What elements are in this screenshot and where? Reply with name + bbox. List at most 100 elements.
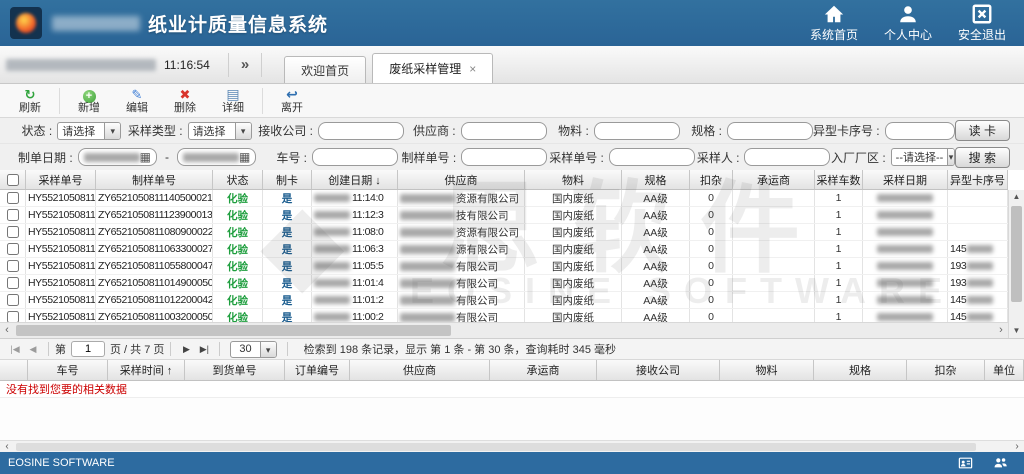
table-row[interactable]: HY552105081100 ZY65210508110032000500 化验… (0, 309, 1008, 322)
col-material2[interactable]: 物料 (720, 360, 814, 380)
scroll-up-icon[interactable]: ▲ (1012, 192, 1021, 201)
table-row[interactable]: HY552105081108 ZY65210508110809000221 化验… (0, 224, 1008, 241)
status-select[interactable]: 请选择 ▾ (57, 121, 122, 140)
material-input[interactable] (593, 121, 680, 140)
delete-button[interactable]: ✖ 删除 (161, 87, 209, 114)
scroll-left-icon[interactable]: ‹ (5, 441, 9, 452)
col-spec2[interactable]: 规格 (814, 360, 907, 380)
prep-no-input[interactable] (461, 148, 548, 166)
order-date-from-input[interactable]: ▦ (77, 148, 158, 166)
search-button[interactable]: 搜 索 (954, 146, 1010, 168)
calendar-icon[interactable]: ▦ (139, 150, 152, 164)
id-card-icon[interactable] (958, 456, 973, 470)
scrollbar-thumb[interactable] (16, 325, 451, 336)
select-all-checkbox[interactable] (6, 173, 19, 186)
col-carrier2[interactable]: 承运商 (490, 360, 597, 380)
col-sample-time-sorted[interactable]: 采样时间 ↑ (108, 360, 185, 380)
col-supplier2[interactable]: 供应商 (350, 360, 490, 380)
nav-logout[interactable]: 安全退出 (958, 3, 1006, 43)
carrier-value (733, 275, 815, 291)
col-order-no[interactable]: 订单编号 (285, 360, 350, 380)
leave-button[interactable]: ↩ 离开 (268, 86, 316, 114)
scroll-down-icon[interactable]: ▼ (1012, 326, 1021, 335)
row-checkbox[interactable] (6, 209, 19, 221)
row-checkbox[interactable] (6, 260, 19, 272)
page-number-input[interactable] (71, 341, 105, 357)
page-size-select[interactable]: 30 ▾ (230, 340, 277, 358)
first-page-button[interactable]: |◀ (10, 343, 20, 354)
tab-welcome-label: 欢迎首页 (301, 63, 350, 78)
users-icon[interactable] (993, 456, 1008, 470)
calendar-icon[interactable]: ▦ (239, 150, 251, 164)
col-trucks[interactable]: 采样车数 (815, 170, 863, 189)
table-row[interactable]: HY552105081114 ZY65210508111405000213 化验… (0, 190, 1008, 207)
col-prep-no[interactable]: 制样单号 (96, 170, 213, 189)
table-row[interactable]: HY552105081112 ZY65210508111239000139 化验… (0, 207, 1008, 224)
col-card-serial[interactable]: 异型卡序号 (948, 170, 1008, 189)
col-impurity[interactable]: 扣杂 (690, 170, 733, 189)
tab-waste-paper-sampling[interactable]: 废纸采样管理 × (372, 53, 494, 83)
row-checkbox[interactable] (6, 192, 19, 204)
footer-icons (958, 456, 1016, 470)
spec-input[interactable] (726, 121, 813, 140)
row-checkbox[interactable] (6, 277, 19, 289)
col-material[interactable]: 物料 (525, 170, 622, 189)
col-supplier[interactable]: 供应商 (398, 170, 525, 189)
col-sample-date[interactable]: 采样日期 (863, 170, 948, 189)
factory-area-select[interactable]: --请选择-- ▾ (890, 148, 955, 166)
table-row[interactable]: HY552105081101 ZY65210508110122000428 化验… (0, 292, 1008, 309)
tab-expander-button[interactable]: » (240, 56, 250, 73)
sample-no-input[interactable] (608, 148, 695, 166)
card-flag-value: 是 (263, 207, 312, 223)
sample-type-select[interactable]: 请选择 ▾ (187, 121, 252, 140)
prev-page-button[interactable]: ◀ (29, 343, 37, 354)
sampler-input[interactable] (744, 148, 831, 166)
divider (261, 52, 263, 77)
refresh-button[interactable]: ↻ 刷新 (6, 87, 54, 114)
last-page-button[interactable]: ▶| (199, 343, 210, 354)
add-button[interactable]: + 新增 (65, 87, 113, 114)
detail-button[interactable]: ▤ 详细 (209, 86, 257, 114)
col-truck-no[interactable]: 车号 (28, 360, 108, 380)
horizontal-scrollbar-2[interactable]: ‹ › (0, 440, 1024, 452)
scrollbar-thumb[interactable] (16, 443, 976, 451)
scroll-left-icon[interactable]: ‹ (5, 324, 9, 336)
sample-date-cell (863, 292, 948, 308)
col-receive-company[interactable]: 接收公司 (597, 360, 720, 380)
row-checkbox[interactable] (6, 311, 19, 322)
supplier-cell: 资源有限公司 (398, 190, 525, 206)
col-card[interactable]: 制卡 (263, 170, 312, 189)
nav-profile[interactable]: 个人中心 (884, 3, 932, 43)
row-checkbox[interactable] (6, 226, 19, 238)
scroll-right-icon[interactable]: › (999, 324, 1003, 336)
col-unit[interactable]: 单位 (985, 360, 1024, 380)
horizontal-scrollbar[interactable]: ‹ › (0, 322, 1008, 338)
vertical-scrollbar[interactable]: ▲ ▼ (1008, 190, 1024, 338)
truck-no-input[interactable] (312, 148, 398, 166)
row-checkbox[interactable] (6, 243, 19, 255)
col-spec[interactable]: 规格 (622, 170, 690, 189)
tab-welcome[interactable]: 欢迎首页 (284, 56, 367, 83)
col-status[interactable]: 状态 (213, 170, 263, 189)
scroll-right-icon[interactable]: › (1015, 441, 1019, 452)
read-card-button[interactable]: 读 卡 (954, 120, 1010, 141)
col-impurity2[interactable]: 扣杂 (907, 360, 985, 380)
card-serial-input[interactable] (884, 121, 955, 140)
col-sample-no[interactable]: 采样单号 (26, 170, 96, 189)
edit-button[interactable]: ✎ 编辑 (113, 87, 161, 114)
col-arrival-no[interactable]: 到货单号 (185, 360, 285, 380)
row-checkbox[interactable] (6, 294, 19, 306)
table-row[interactable]: HY552105081101 ZY65210508110149000500 化验… (0, 275, 1008, 292)
scrollbar-thumb[interactable] (1011, 206, 1022, 302)
next-page-button[interactable]: ▶ (182, 343, 190, 354)
supplier-input[interactable] (460, 121, 547, 140)
order-date-to-input[interactable]: ▦ (177, 148, 257, 166)
tab-close-icon[interactable]: × (469, 61, 477, 76)
table-row[interactable]: HY552105081105 ZY65210508110558000471 化验… (0, 258, 1008, 275)
table-row[interactable]: HY552105081106 ZY65210508110633000278 化验… (0, 241, 1008, 258)
col-carrier[interactable]: 承运商 (733, 170, 815, 189)
receive-company-input[interactable] (317, 121, 404, 140)
col-create-date-sorted[interactable]: 创建日期 ↓ (312, 170, 398, 189)
nav-home[interactable]: 系统首页 (810, 3, 858, 43)
impurity-value: 0 (690, 207, 733, 223)
